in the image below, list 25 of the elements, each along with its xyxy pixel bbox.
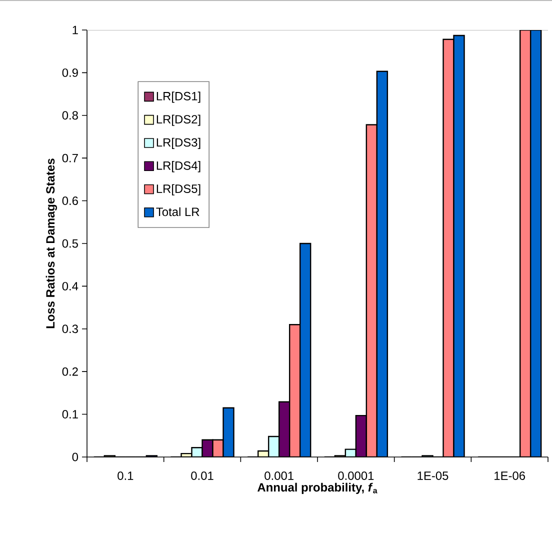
x-tick-label: 0.001	[264, 472, 294, 480]
legend-label: LR[DS2]	[156, 114, 200, 126]
legend-label: LR[DS4]	[156, 161, 200, 172]
legend-label: LR[DS5]	[156, 184, 200, 196]
y-tick-label: 0.2	[62, 367, 78, 376]
y-tick-label: 1	[72, 26, 78, 34]
y-axis-title: Loss Ratios at Damage States	[46, 158, 58, 328]
x-tick-label: 0.1	[118, 472, 134, 480]
y-tick-label: 0.7	[62, 154, 78, 162]
y-tick-label: 0.1	[62, 410, 78, 419]
y-tick-label: 0.3	[62, 324, 78, 334]
x-tick-label: 1E-06	[494, 472, 526, 480]
y-tick-label: 0.8	[62, 111, 78, 120]
legend-label: LR[DS3]	[156, 138, 200, 150]
y-tick-label: 0	[72, 452, 78, 462]
x-tick-label: 1E-05	[418, 472, 448, 480]
x-tick-label: 0.0001	[338, 472, 374, 480]
legend-label: Total LR	[156, 207, 200, 216]
x-tick-label: 0.01	[191, 472, 214, 480]
y-tick-label: 0.6	[62, 196, 78, 206]
y-tick-label: 0.9	[62, 68, 78, 77]
x-axis-title: Annual probability, f$_{a}$	[258, 482, 378, 494]
legend-label: LR[DS1]	[156, 92, 200, 103]
y-tick-label: 0.5	[62, 239, 78, 248]
y-tick-label: 0.4	[62, 282, 78, 290]
